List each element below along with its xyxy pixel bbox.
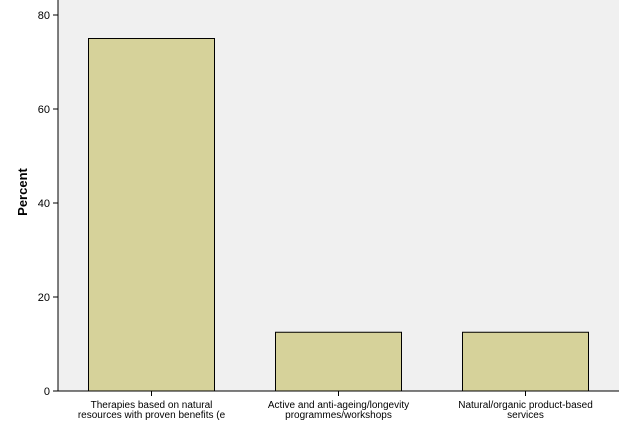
x-tick-label-line: programmes/workshops [285, 410, 392, 421]
x-ticks-group: Therapies based on natural resources with… [78, 391, 593, 421]
x-tick-label: Natural/organic product-based services [458, 400, 593, 421]
x-tick-label-line: resources with proven benefits (e [78, 410, 226, 421]
x-tick-label-line: Active and anti-ageing/longevity [268, 400, 409, 411]
y-ticks-group: 0 20 40 60 80 [38, 10, 58, 398]
x-tick-label-line: services [507, 410, 544, 421]
y-tick-label: 40 [38, 198, 50, 210]
bar-1 [88, 38, 215, 392]
y-tick-label: 60 [38, 104, 50, 116]
bar-2 [275, 331, 402, 392]
bar-3 [462, 331, 589, 392]
x-tick-label-line: Natural/organic product-based [458, 400, 593, 411]
y-tick-label: 80 [38, 10, 50, 22]
bars-group [88, 38, 589, 392]
y-tick-label: 20 [38, 292, 50, 304]
y-axis-label: Percent [15, 167, 30, 215]
x-tick-label: Therapies based on natural resources with… [78, 400, 226, 421]
x-tick-label-line: Therapies based on natural [91, 400, 213, 411]
x-tick-label: Active and anti-ageing/longevity programm… [268, 400, 409, 421]
y-tick-label: 0 [44, 386, 50, 398]
